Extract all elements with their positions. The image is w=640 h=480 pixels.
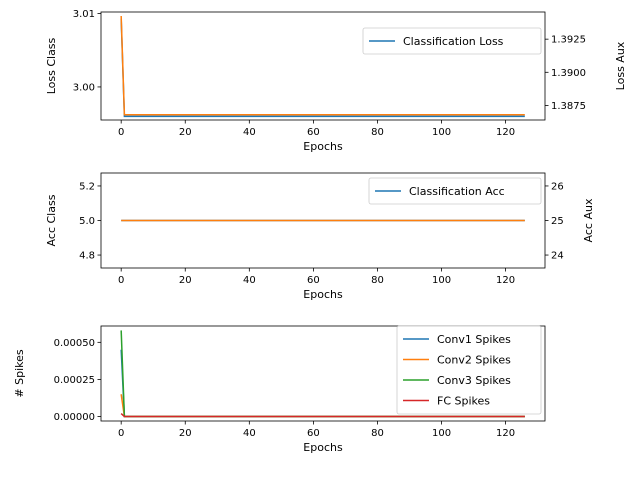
y2-axis-label: Acc Aux (582, 198, 595, 242)
x-tick-label: 40 (243, 428, 256, 439)
legend-box-2 (368, 177, 542, 205)
y-tick-label: 0.00000 (54, 412, 95, 423)
y-axis-label: Loss Class (45, 37, 58, 94)
x-tick-label: 40 (243, 275, 256, 286)
x-tick-label: 20 (179, 428, 192, 439)
legend-box-1 (362, 27, 542, 55)
y-tick-label: 5.2 (79, 181, 95, 192)
x-tick-label: 120 (496, 275, 515, 286)
y-tick-label: 0.00050 (54, 338, 95, 349)
x-tick-label: 100 (432, 428, 451, 439)
legend-label: FC Spikes (437, 395, 490, 408)
x-axis-label: Epochs (303, 441, 343, 454)
x-tick-label: 100 (432, 275, 451, 286)
x-tick-label: 80 (371, 275, 384, 286)
y-tick-label: 0.00025 (54, 375, 95, 386)
y2-tick-label: 1.3875 (551, 101, 586, 112)
subplot-1 (97, 11, 549, 124)
x-tick-label: 120 (496, 127, 515, 138)
x-tick-label: 0 (118, 428, 124, 439)
y2-tick-label: 24 (551, 251, 564, 262)
x-axis-label: Epochs (303, 288, 343, 301)
x-tick-label: 100 (432, 127, 451, 138)
plot-frame-1 (100, 11, 546, 121)
x-tick-label: 60 (307, 275, 320, 286)
x-tick-label: 80 (371, 428, 384, 439)
x-axis-label: Epochs (303, 140, 343, 153)
x-tick-label: 120 (496, 428, 515, 439)
y-tick-label: 3.00 (73, 82, 95, 93)
legend-label: Conv2 Spikes (437, 354, 511, 367)
legend-label: Conv3 Spikes (437, 374, 511, 387)
x-tick-label: 60 (307, 428, 320, 439)
legend-box-3 (396, 325, 542, 415)
x-tick-label: 20 (179, 275, 192, 286)
x-tick-label: 40 (243, 127, 256, 138)
y-tick-label: 5.0 (79, 216, 95, 227)
y2-tick-label: 26 (551, 181, 564, 192)
x-tick-label: 80 (371, 127, 384, 138)
y2-tick-label: 1.3900 (551, 68, 586, 79)
y2-tick-label: 25 (551, 216, 564, 227)
y2-axis-label: Loss Aux (614, 41, 627, 90)
legend-label: Classification Loss (403, 35, 504, 48)
x-tick-label: 0 (118, 127, 124, 138)
series-line-3-4 (120, 413, 525, 418)
y-axis-label: Acc Class (45, 194, 58, 246)
subplot-2 (97, 172, 549, 272)
x-tick-label: 0 (118, 275, 124, 286)
series-line-1-2 (120, 15, 525, 116)
subplot-3 (97, 325, 546, 425)
legend-label: Classification Acc (409, 185, 505, 198)
y-axis-label: # Spikes (13, 349, 26, 397)
x-tick-label: 60 (307, 127, 320, 138)
legend-label: Conv1 Spikes (437, 333, 511, 346)
y-tick-label: 3.01 (73, 9, 95, 20)
y2-tick-label: 1.3925 (551, 35, 586, 46)
y-tick-label: 4.8 (79, 251, 95, 262)
x-tick-label: 20 (179, 127, 192, 138)
plot-frame-3 (100, 325, 546, 422)
